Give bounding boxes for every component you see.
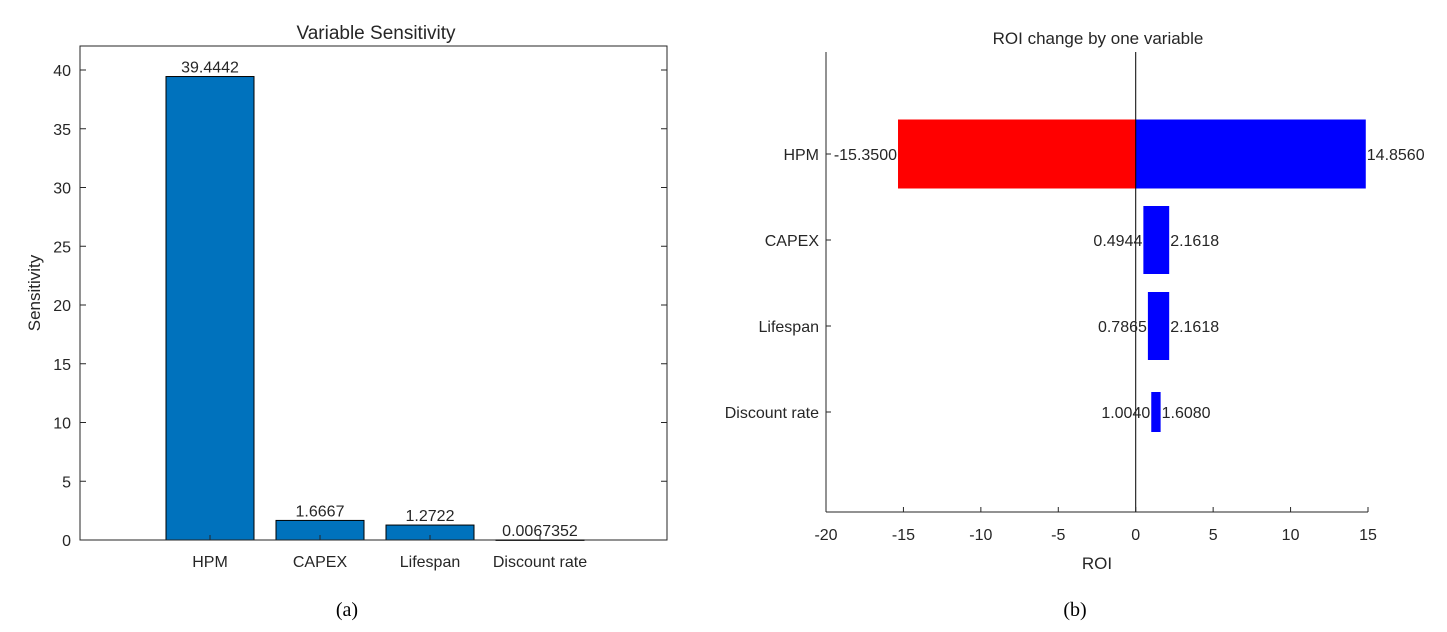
chart-b-y-ticks: HPM CAPEX Lifespan Discount rate: [725, 147, 831, 422]
bar-value-label-3: 0.0067352: [502, 523, 578, 540]
bar-value-label-2: 1.2722: [406, 508, 455, 525]
x-tick-label-7: 15: [1359, 527, 1377, 544]
chart-a-x-ticks: HPM CAPEX Lifespan Discount rate: [192, 535, 587, 571]
bar-range-1: [1143, 206, 1170, 274]
chart-a-bars: [165, 76, 585, 541]
y-tick-label-3: Discount rate: [725, 405, 819, 422]
bar-value-label-1: 1.6667: [296, 503, 345, 520]
chart-a-title: Variable Sensitivity: [296, 23, 456, 44]
y-tick-label-3: 15: [53, 357, 71, 374]
x-tick-label-1: CAPEX: [293, 554, 348, 571]
y-tick-label-2: Lifespan: [759, 319, 820, 336]
x-tick-label-3: Discount rate: [493, 554, 587, 571]
x-tick-label-0: -20: [814, 527, 837, 544]
x-tick-label-4: 0: [1131, 527, 1140, 544]
y-tick-label-5: 25: [53, 239, 71, 256]
y-tick-label-2: 10: [53, 416, 71, 433]
x-tick-label-0: HPM: [192, 554, 228, 571]
bar-high-label-3: 1.6080: [1162, 405, 1211, 422]
bar-low-label-3: 1.0040: [1101, 405, 1150, 422]
y-tick-label-7: 35: [53, 122, 71, 139]
x-tick-label-6: 10: [1282, 527, 1300, 544]
y-tick-label-1: 5: [62, 474, 71, 491]
chart-a-y-ticks: 0 5 10 15 20 25 30 35 40: [53, 63, 667, 550]
x-tick-label-2: Lifespan: [400, 554, 461, 571]
bar-high-label-1: 2.1618: [1170, 233, 1219, 250]
bar-value-label-0: 39.4442: [181, 60, 239, 77]
caption-b: (b): [1063, 599, 1086, 621]
chart-variable-sensitivity: Variable Sensitivity 39.4442 1.6667 1.2722…: [25, 23, 668, 571]
chart-roi-change: ROI change by one variable -15.3500 14.85…: [725, 29, 1425, 573]
x-tick-label-3: -5: [1051, 527, 1065, 544]
bar-range-2: [1147, 292, 1170, 360]
bar-low-0: [898, 119, 1136, 189]
bar-low-label-0: -15.3500: [834, 147, 897, 164]
y-tick-label-4: 20: [53, 298, 71, 315]
chart-b-bars: [898, 119, 1366, 432]
y-tick-label-0: HPM: [783, 147, 819, 164]
chart-b-x-ticks: -20 -15 -10 -5 0 5 10 15: [814, 507, 1377, 544]
chart-b-value-labels: -15.3500 14.8560 0.4944 2.1618 0.7865 2.1618 1…: [834, 147, 1425, 422]
bar-high-label-2: 2.1618: [1170, 319, 1219, 336]
chart-a-axes-box: [79, 45, 668, 541]
bar-high-label-0: 14.8560: [1367, 147, 1425, 164]
chart-b-title: ROI change by one variable: [993, 29, 1204, 48]
y-tick-label-6: 30: [53, 181, 71, 198]
bar-range-3: [1151, 392, 1161, 432]
chart-a-value-labels: 39.4442 1.6667 1.2722 0.0067352: [181, 60, 578, 540]
y-tick-label-1: CAPEX: [765, 233, 820, 250]
bar-high-0: [1135, 119, 1366, 189]
bar-low-label-2: 0.7865: [1098, 319, 1147, 336]
x-tick-label-2: -10: [969, 527, 992, 544]
chart-a-ylabel: Sensitivity: [25, 254, 44, 331]
caption-a: (a): [336, 599, 358, 621]
chart-b-xlabel: ROI: [1082, 554, 1112, 573]
bar-low-label-1: 0.4944: [1093, 233, 1142, 250]
x-tick-label-1: -15: [892, 527, 915, 544]
y-tick-label-0: 0: [62, 533, 71, 550]
bar-0: [165, 76, 255, 541]
y-tick-label-8: 40: [53, 63, 71, 80]
x-tick-label-5: 5: [1209, 527, 1218, 544]
